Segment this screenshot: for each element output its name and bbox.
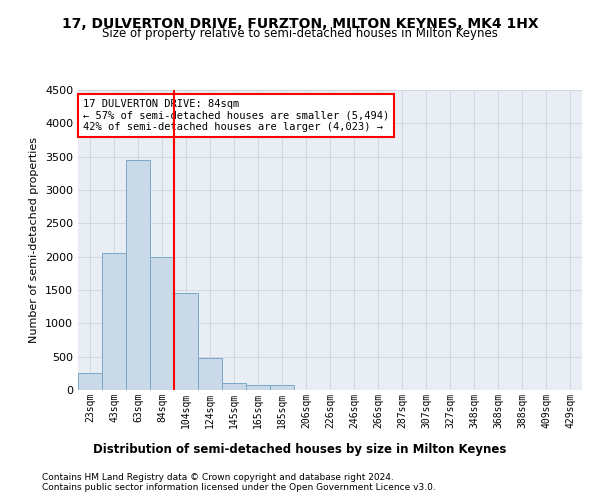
- Bar: [150, 256, 174, 390]
- Bar: [246, 386, 270, 390]
- Bar: [126, 160, 150, 390]
- Text: Contains public sector information licensed under the Open Government Licence v3: Contains public sector information licen…: [42, 482, 436, 492]
- Text: Size of property relative to semi-detached houses in Milton Keynes: Size of property relative to semi-detach…: [102, 28, 498, 40]
- Bar: [174, 294, 198, 390]
- Text: Contains HM Land Registry data © Crown copyright and database right 2024.: Contains HM Land Registry data © Crown c…: [42, 472, 394, 482]
- Bar: [78, 374, 102, 390]
- Text: Distribution of semi-detached houses by size in Milton Keynes: Distribution of semi-detached houses by …: [94, 442, 506, 456]
- Text: 17, DULVERTON DRIVE, FURZTON, MILTON KEYNES, MK4 1HX: 17, DULVERTON DRIVE, FURZTON, MILTON KEY…: [62, 18, 538, 32]
- Bar: [102, 254, 126, 390]
- Bar: [198, 358, 222, 390]
- Bar: [222, 382, 246, 390]
- Bar: [270, 386, 294, 390]
- Text: 17 DULVERTON DRIVE: 84sqm
← 57% of semi-detached houses are smaller (5,494)
42% : 17 DULVERTON DRIVE: 84sqm ← 57% of semi-…: [83, 99, 389, 132]
- Y-axis label: Number of semi-detached properties: Number of semi-detached properties: [29, 137, 40, 343]
